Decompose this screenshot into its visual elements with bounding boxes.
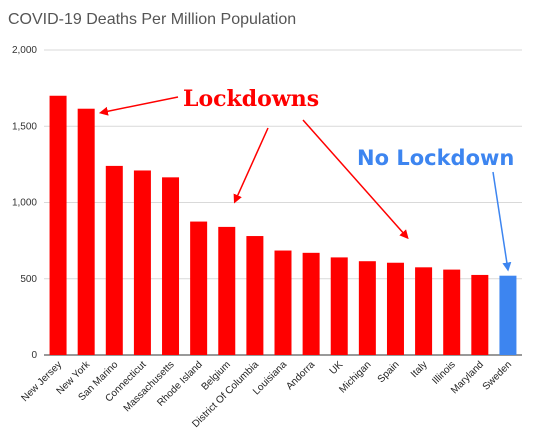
- x-tick-label: UK: [328, 359, 346, 377]
- bar-louisiana: [274, 250, 292, 355]
- arrow-lockdowns: [233, 127, 269, 204]
- bar-layer: [49, 95, 517, 356]
- bar-italy: [415, 267, 433, 355]
- x-tick-label: Sweden: [481, 359, 514, 392]
- y-tick-label: 2,000: [12, 45, 37, 56]
- chart-title: COVID-19 Deaths Per Million Population: [8, 11, 296, 28]
- y-tick-label: 1,000: [12, 198, 37, 209]
- arrow-no-lockdown: [492, 171, 512, 272]
- x-tick-label: New Jersey: [19, 359, 64, 404]
- bar-new-jersey: [49, 95, 67, 355]
- annotation-lockdowns: Lockdowns: [183, 86, 319, 112]
- bar-andorra: [302, 252, 320, 355]
- bar-uk: [330, 257, 348, 355]
- bar-michigan: [358, 261, 376, 355]
- y-tick-label: 500: [20, 274, 37, 285]
- bar-rhode-island: [190, 221, 208, 355]
- bar-spain: [386, 262, 404, 355]
- y-tick-label: 1,500: [12, 121, 37, 132]
- annotation-no-lockdown: No Lockdown: [357, 146, 514, 170]
- y-tick-label: 0: [31, 350, 37, 361]
- bar-maryland: [471, 274, 489, 355]
- x-tick-label: Spain: [376, 359, 402, 385]
- bar-connecticut: [133, 170, 151, 355]
- x-tick-label: Italy: [409, 359, 430, 380]
- bar-massachusetts: [162, 177, 180, 355]
- bar-illinois: [443, 269, 461, 355]
- bar-new-york: [77, 108, 95, 356]
- arrow-lockdowns: [302, 119, 409, 240]
- bar-district-of-columbia: [246, 236, 264, 355]
- bar-san-marino: [105, 165, 123, 355]
- annotation-layer: Lockdowns No Lockdown: [98, 86, 514, 272]
- bar-sweden: [499, 275, 517, 355]
- bar-belgium: [218, 226, 236, 355]
- x-tick-label: Andorra: [284, 359, 317, 392]
- arrow-lockdowns: [98, 96, 179, 116]
